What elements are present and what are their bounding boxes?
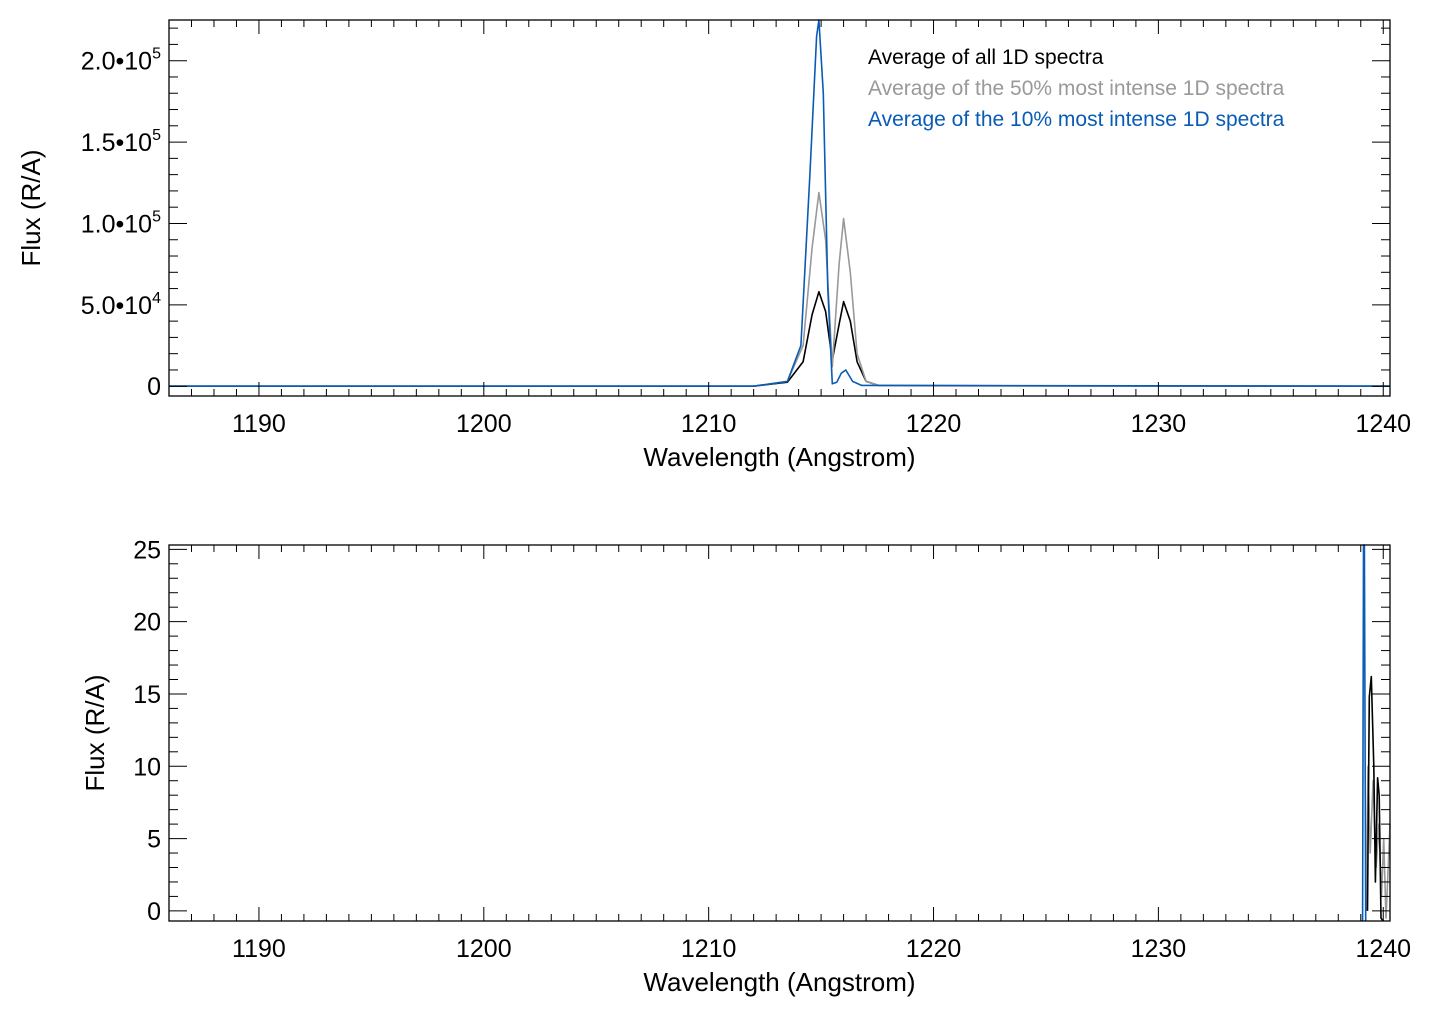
x-tick-label: 1210 bbox=[681, 935, 737, 963]
x-tick-label: 1220 bbox=[906, 410, 962, 438]
y-axis-title: Flux (R/A) bbox=[16, 150, 46, 267]
y-tick-label: 5.0•104 bbox=[81, 290, 161, 320]
x-tick-label: 1190 bbox=[232, 935, 286, 963]
y-tick-label: 10 bbox=[133, 753, 161, 781]
series-line-1 bbox=[1366, 675, 1384, 922]
series-line-0 bbox=[1365, 765, 1391, 919]
y-tick-label: 25 bbox=[133, 536, 161, 564]
x-tick-label: 1220 bbox=[906, 935, 962, 963]
x-tick-label: 1240 bbox=[1355, 935, 1411, 963]
top-flux-panel: 1190 1200 1210 1220 1230 1240 0 5.0•104 1.0•105 1… bbox=[16, 19, 1411, 472]
series-line-1 bbox=[169, 191, 1391, 388]
x-axis-title: Wavelength (Angstrom) bbox=[643, 442, 915, 472]
legend-entry-1: Average of the 50% most intense 1D spect… bbox=[868, 77, 1285, 100]
y-tick-label: 20 bbox=[133, 609, 161, 637]
legend-entry-2: Average of the 10% most intense 1D spect… bbox=[868, 108, 1285, 131]
y-tick-label: 0 bbox=[147, 373, 161, 401]
y-tick-label: 1.5•105 bbox=[81, 127, 161, 157]
y-tick-label: 5 bbox=[147, 826, 161, 854]
series-line-0 bbox=[169, 290, 1391, 388]
x-tick-label: 1200 bbox=[456, 935, 512, 963]
x-tick-label: 1200 bbox=[456, 410, 512, 438]
y-tick-label: 15 bbox=[133, 681, 161, 709]
plot-frame bbox=[168, 544, 1391, 922]
y-tick-label: 2.0•105 bbox=[81, 46, 161, 76]
legend-entry-0: Average of all 1D spectra bbox=[868, 46, 1104, 69]
series-line-2 bbox=[169, 19, 1391, 388]
x-tick-label: 1230 bbox=[1131, 410, 1187, 438]
y-tick-label: 0 bbox=[147, 898, 161, 926]
x-tick-label: 1240 bbox=[1355, 410, 1411, 438]
x-tick-label: 1230 bbox=[1131, 935, 1187, 963]
x-tick-label: 1190 bbox=[232, 410, 286, 438]
x-tick-label: 1210 bbox=[681, 410, 737, 438]
x-axis-title: Wavelength (Angstrom) bbox=[643, 967, 915, 997]
series-line-2 bbox=[1361, 544, 1367, 922]
y-tick-label: 1.0•105 bbox=[81, 208, 161, 238]
bottom-flux-panel: 1190 1200 1210 1220 1230 1240 0 5 10 15 20 25 Wavele… bbox=[80, 536, 1411, 997]
plot-frame bbox=[168, 19, 1391, 397]
y-axis-title: Flux (R/A) bbox=[80, 675, 110, 792]
